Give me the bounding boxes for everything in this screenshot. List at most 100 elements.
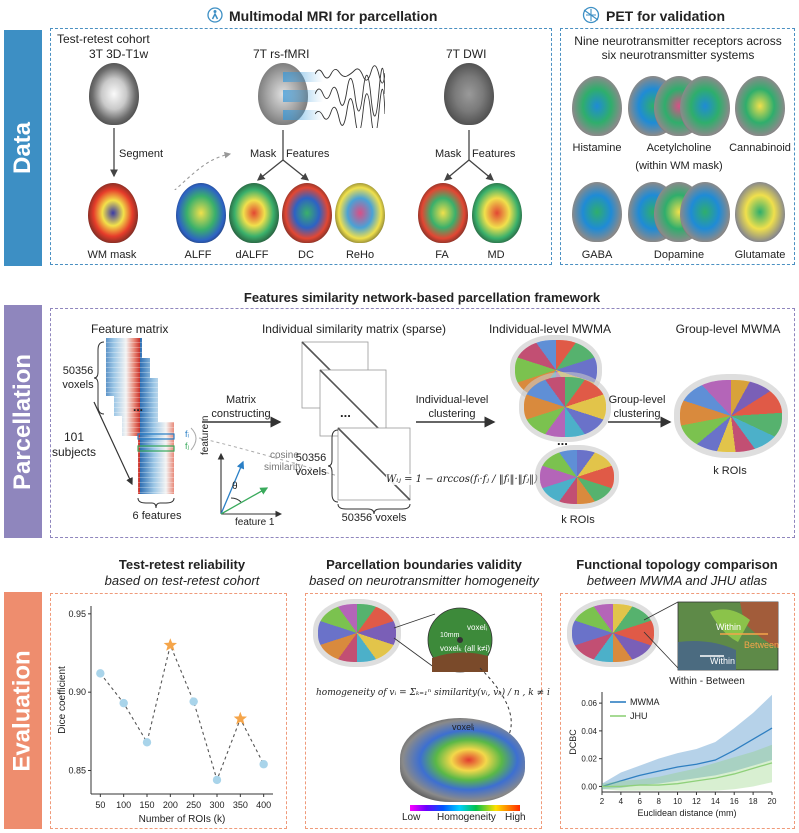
- dcbc-chart: 0.00 0.02 0.04 0.06 2 4 6 8 10 12 14 16 18 20 Euclidea…: [568, 692, 777, 818]
- voxels-num: 50356: [62, 365, 94, 377]
- sim-voxels-brace-bottom: [337, 503, 411, 514]
- md-brain: [472, 183, 522, 243]
- pet-icon-header-right: [582, 6, 600, 24]
- fmri-beam-3: [283, 110, 323, 120]
- pet-glutamate-brain: [735, 182, 785, 242]
- section-tab-parcellation: Parcellation: [4, 305, 42, 538]
- voxel-i-label: voxelᵢ: [467, 623, 487, 632]
- individual-clustering-2: clustering: [428, 408, 476, 420]
- legend-label-mwma: MWMA: [630, 697, 660, 707]
- fi-label: fᵢ: [185, 429, 189, 439]
- cohort-label: Test-retest cohort: [57, 32, 150, 46]
- bold-signal-waves: [315, 65, 385, 128]
- line-jhu: [602, 762, 773, 788]
- boundaries-title: Parcellation boundaries validity: [326, 557, 522, 572]
- mask-label-2: Mask: [435, 148, 462, 160]
- individual-clustering-1: Individual-level: [415, 394, 489, 406]
- sim-voxels-word: voxels: [295, 466, 327, 478]
- map-label-alff: ALFF: [184, 249, 212, 261]
- x-tick-label: 50: [95, 800, 105, 810]
- header-multimodal-mri: Multimodal MRI for parcellation: [229, 8, 438, 24]
- sim-voxels-num: 50356: [295, 452, 327, 464]
- pet-acetylcholine-brain-3: [680, 76, 730, 136]
- y-tick-label: 0.85: [68, 766, 86, 776]
- pet-label-cannabinoid: Cannabinoid: [729, 142, 791, 154]
- data-pet-box: [560, 28, 795, 265]
- pet-gaba-brain: [572, 182, 622, 242]
- pet-label-acetylcholine: Acetylcholine: [646, 142, 712, 154]
- matrix-constructing-arrow: [202, 416, 282, 428]
- parcellation-box: [50, 308, 795, 538]
- section-label-data: Data: [9, 121, 36, 175]
- individual-mwma-brain-3: [540, 450, 614, 504]
- x-tick-label: 20: [768, 797, 777, 806]
- reho-brain: [335, 183, 385, 243]
- dalff-brain: [229, 183, 279, 243]
- parcellation-framework-title: Features similarity network-based parcel…: [243, 290, 601, 305]
- dwi-title: 7T DWI: [446, 47, 487, 61]
- fj-label: fⱼ: [185, 441, 190, 451]
- star-point: [233, 711, 247, 725]
- voxel-k-label: voxelₖ (all k≠i): [440, 644, 491, 653]
- map-label-fa: FA: [435, 249, 449, 261]
- dwi-brain-image: [444, 63, 494, 125]
- between-label: Between: [744, 640, 780, 650]
- wm-mask-label: WM mask: [87, 249, 137, 261]
- topology-zoom-inset: [643, 601, 779, 671]
- k-rois-label-2: k ROIs: [713, 465, 747, 477]
- individual-similarity-title: Individual similarity matrix (sparse): [261, 322, 447, 336]
- y-tick-label: 0.00: [581, 782, 597, 791]
- group-mwma-brain: [680, 380, 782, 452]
- within-between-label: Within - Between: [669, 676, 745, 687]
- section-label-parcellation: Parcellation: [9, 353, 36, 490]
- fmri-beam-2: [283, 90, 323, 102]
- individual-mwma-ellipsis: ...: [557, 433, 568, 448]
- x-axis-label: Euclidean distance (mm): [637, 808, 736, 818]
- features-brace: [137, 497, 175, 508]
- sagittal-brain-image: [400, 718, 525, 802]
- eval-box-boundaries: [305, 593, 542, 829]
- cosine-label-2: similarity: [264, 462, 303, 473]
- sim-voxels-brace-left: [328, 429, 339, 503]
- x-tick-label: 10: [673, 797, 682, 806]
- dc-brain: [282, 183, 332, 243]
- mask-label-1: Mask: [250, 148, 277, 160]
- pet-label-histamine: Histamine: [572, 142, 622, 154]
- feature-matrix-title: Feature matrix: [91, 322, 169, 336]
- subjects-num: 101: [63, 430, 85, 444]
- pet-cannabinoid-brain: [735, 76, 785, 136]
- features-label-1: Features: [286, 148, 330, 160]
- t1-title: 3T 3D-T1w: [89, 47, 149, 61]
- map-label-dc: DC: [298, 249, 314, 261]
- fmri-beam-1: [283, 72, 323, 82]
- cosine-label-1: cosine: [270, 450, 299, 461]
- pet-label-dopamine: Dopamine: [653, 249, 705, 261]
- individual-clustering-arrow: [416, 416, 496, 428]
- x-tick-label: 16: [730, 797, 739, 806]
- y-tick-label: 0.90: [68, 687, 86, 697]
- test-retest-subtitle: based on test-retest cohort: [104, 573, 260, 588]
- voxels-word: voxels: [62, 379, 94, 391]
- colorbar-low: Low: [402, 812, 421, 823]
- fmri-title: 7T rs-fMRI: [253, 47, 310, 61]
- similarity-matrix-stack: [301, 341, 411, 501]
- data-mri-box: [50, 28, 552, 265]
- within-label-2: Within: [710, 656, 736, 666]
- x-tick-label: 2: [600, 797, 605, 806]
- subjects-word: subjects: [51, 445, 97, 459]
- data-point: [259, 760, 268, 769]
- pet-label-gaba: GABA: [581, 249, 613, 261]
- ten-mm-label: 10mm: [440, 632, 460, 639]
- fa-brain: [418, 183, 468, 243]
- feature-1-label: feature 1: [235, 517, 275, 528]
- x-tick-label: 350: [233, 800, 248, 810]
- map-label-dalff: dALFF: [235, 249, 269, 261]
- x-tick-label: 400: [256, 800, 271, 810]
- pet-title-line2: six neurotransmitter systems: [601, 48, 755, 62]
- data-point: [212, 775, 222, 785]
- y-axis-label: DCBC: [568, 729, 578, 755]
- section-tab-evaluation: Evaluation: [4, 592, 42, 829]
- y-tick-label: 0.95: [68, 609, 86, 619]
- x-tick-label: 12: [692, 797, 701, 806]
- section-label-evaluation: Evaluation: [9, 649, 37, 772]
